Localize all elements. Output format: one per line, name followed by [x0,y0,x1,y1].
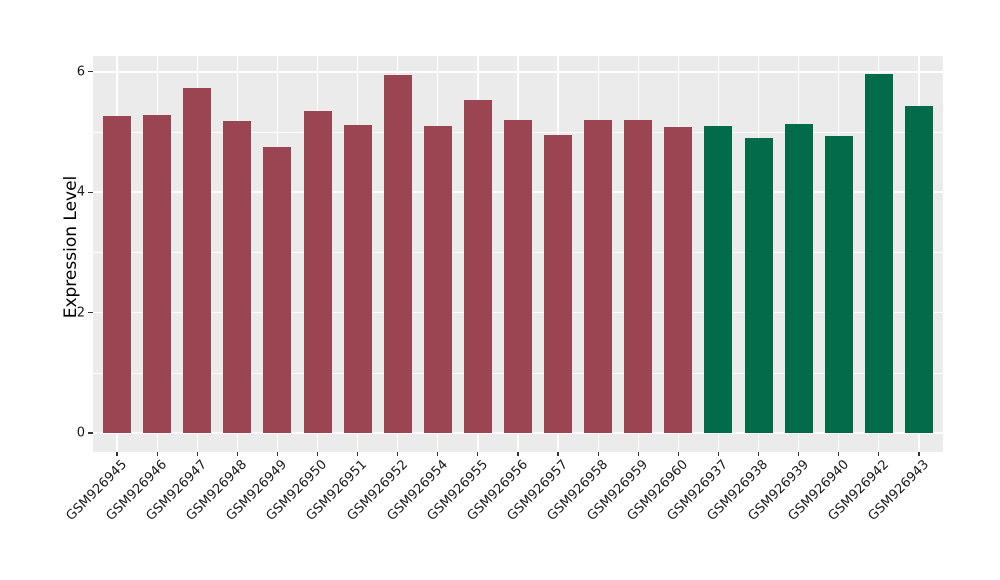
bar-GSM926950 [303,110,332,433]
bar-GSM926956 [504,119,532,433]
bar-GSM926939 [784,124,813,433]
x-tick-mark [918,452,920,456]
bar-GSM926946 [143,114,172,433]
bar-GSM926947 [183,88,212,433]
y-tick-mark [88,432,93,434]
bar-GSM926959 [624,119,653,433]
x-tick-mark [838,452,840,456]
x-tick-mark [557,452,559,456]
bar-GSM926945 [103,115,132,433]
bar-GSM926955 [463,100,492,433]
x-tick-mark [878,452,880,456]
plot-panel [93,56,943,452]
y-tick-mark [88,191,93,193]
bar-GSM926952 [383,75,412,433]
x-tick-mark [156,452,158,456]
x-tick-mark [757,452,760,456]
y-tick-label: 2 [76,305,85,321]
major-gridline [93,71,943,73]
x-tick-mark [637,452,639,456]
x-tick-mark [357,452,359,456]
bar-GSM926938 [744,138,773,433]
x-tick-mark [316,452,319,456]
bar-GSM926954 [423,125,452,433]
x-tick-mark [717,452,720,456]
bar-GSM926949 [263,147,292,433]
y-tick-mark [88,312,93,314]
x-tick-mark [116,452,118,456]
x-tick-mark [196,452,198,456]
bar-GSM926942 [864,73,893,433]
x-tick-mark [597,452,599,456]
y-tick-label: 6 [76,64,85,80]
bar-GSM926948 [223,121,252,433]
x-tick-mark [397,452,399,456]
x-tick-mark [677,452,679,456]
x-tick-mark [798,452,800,456]
y-tick-mark [88,71,93,73]
x-tick-mark [236,452,238,456]
x-tick-mark [477,452,479,456]
bar-GSM926951 [343,124,372,433]
bar-GSM926958 [584,119,613,433]
x-tick-mark [517,452,519,456]
x-tick-mark [437,452,439,456]
bar-GSM926937 [704,125,733,433]
major-gridline [93,432,943,434]
y-tick-label: 0 [76,425,85,441]
bar-GSM926943 [904,106,933,433]
bar-GSM926957 [544,135,573,433]
x-tick-mark [276,452,279,456]
bar-GSM926960 [664,127,693,433]
bar-GSM926940 [824,136,853,433]
y-tick-label: 4 [76,184,85,200]
